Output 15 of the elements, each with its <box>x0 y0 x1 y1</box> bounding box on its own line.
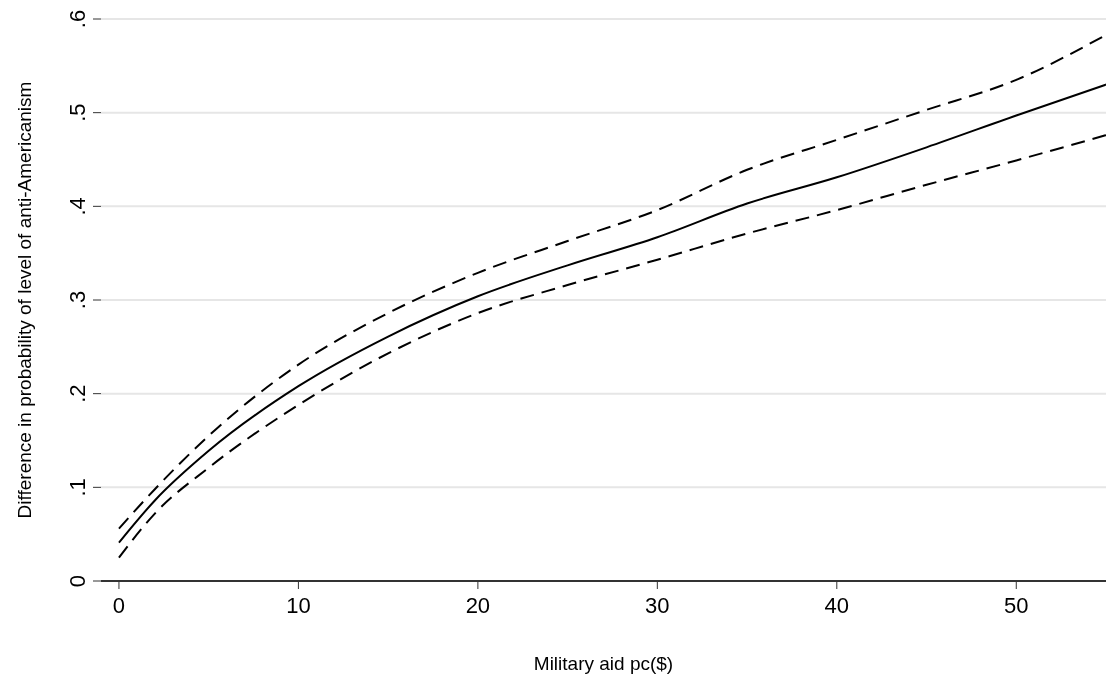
y-tick-label: .4 <box>65 197 90 216</box>
x-tick-label: 0 <box>112 593 126 618</box>
x-tick-label: 30 <box>645 593 670 618</box>
y-tick-label: .2 <box>65 384 90 403</box>
y-tick-label: .6 <box>65 9 90 29</box>
x-tick-label: 40 <box>824 593 850 618</box>
y-tick-label: 0 <box>65 574 90 588</box>
y-tick-label: .5 <box>65 103 90 122</box>
x-axis-title: Military aid pc($) <box>533 653 674 674</box>
y-tick-label: .1 <box>65 478 90 497</box>
x-tick-label: 10 <box>286 593 311 618</box>
x-tick-label: 20 <box>465 593 491 618</box>
y-axis-title: Difference in probability of level of anti-Americanism <box>13 81 35 519</box>
x-tick-label: 50 <box>1004 593 1029 618</box>
y-tick-label: .3 <box>65 290 90 310</box>
